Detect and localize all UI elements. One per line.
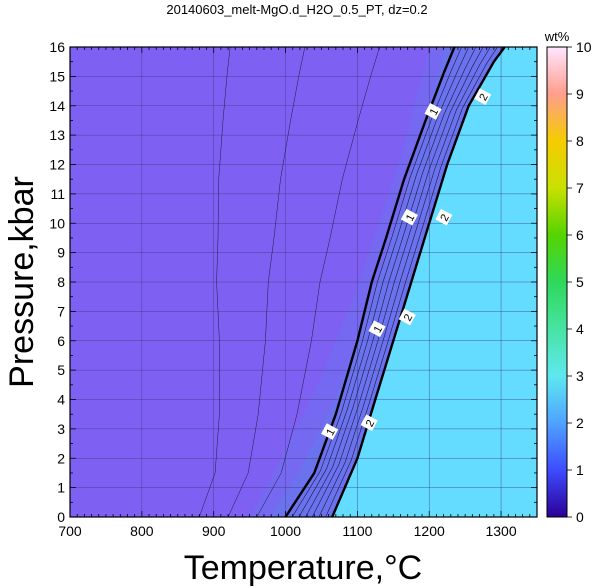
y-tick-label-14: 14	[49, 98, 65, 114]
colorbar-tick-label-7: 7	[576, 180, 584, 196]
y-tick-label-4: 4	[57, 392, 65, 408]
x-axis-label: Temperature,°C	[184, 549, 422, 587]
contour-line-1	[284, 47, 456, 517]
colorbar-tick-label-5: 5	[576, 274, 584, 290]
colorbar-label: wt%	[544, 29, 570, 44]
y-tick-label-6: 6	[57, 333, 65, 349]
contour-label-2-3: 2	[474, 88, 492, 106]
colorbar-ramp	[546, 46, 568, 518]
frame-ticks	[69, 46, 538, 518]
thin-contour-1	[291, 47, 462, 517]
thin-contour-2	[298, 47, 469, 517]
contour-labels: 1 1 1 1 2 2 2 2	[321, 88, 492, 440]
svg-text:1: 1	[324, 427, 337, 438]
thin-contour-6	[325, 47, 498, 517]
contour-label-1-0: 1	[321, 423, 339, 440]
y-tick-label-0: 0	[57, 509, 65, 525]
y-tick-label-11: 11	[50, 186, 65, 202]
contour-label-2-0: 2	[360, 414, 378, 432]
low-contour-2	[227, 47, 306, 517]
y-tick-label-5: 5	[57, 362, 65, 378]
x-tick-label-3: 1000	[270, 523, 301, 539]
colorbar: wt% 0 1 2 3 4 5 6 7 8 9 10	[544, 29, 592, 525]
y-tick-label-12: 12	[49, 157, 65, 173]
contour-label-1-1: 1	[368, 320, 386, 338]
low-contour-1	[256, 47, 380, 517]
chart-title: 20140603_melt-MgO.d_H2O_0.5_PT, dz=0.2	[166, 2, 427, 17]
y-tick-label-1: 1	[57, 480, 65, 496]
colorbar-tick-label-8: 8	[576, 133, 584, 149]
contour-label-2-2: 2	[435, 208, 453, 226]
svg-text:1: 1	[428, 107, 441, 118]
svg-text:2: 2	[402, 312, 415, 323]
contour-label-1-3: 1	[424, 103, 442, 120]
colorbar-tick-label-0: 0	[576, 509, 584, 525]
x-tick-label-0: 700	[58, 523, 82, 539]
colorbar-tick-label-9: 9	[576, 86, 584, 102]
svg-text:2: 2	[477, 92, 490, 103]
thin-contours	[199, 47, 498, 517]
y-tick-label-16: 16	[49, 39, 65, 55]
colorbar-tick-label-3: 3	[576, 368, 584, 384]
y-tick-label-15: 15	[49, 68, 65, 84]
y-tick-label-2: 2	[57, 450, 65, 466]
svg-text:1: 1	[372, 324, 385, 335]
contour-label-1-2: 1	[400, 208, 418, 226]
thin-contour-3	[305, 47, 477, 517]
y-tick-label-7: 7	[57, 303, 65, 319]
y-tick-label-3: 3	[57, 421, 65, 437]
x-tick-labels: 700 800 900 1000 1100 1200 1300	[58, 523, 517, 539]
x-tick-label-1: 800	[130, 523, 154, 539]
thin-contour-5	[318, 47, 491, 517]
colorbar-tick-label-2: 2	[576, 415, 584, 431]
colorbar-tick-label-1: 1	[576, 462, 584, 478]
svg-text:1: 1	[404, 212, 417, 223]
x-tick-label-5: 1200	[414, 523, 445, 539]
colorbar-tick-label-4: 4	[576, 321, 584, 337]
x-tick-label-6: 1300	[485, 523, 516, 539]
contour-line-2	[331, 47, 506, 517]
svg-text:2: 2	[438, 212, 451, 223]
colorbar-ticks: 0 1 2 3 4 5 6 7 8 9 10	[567, 39, 592, 525]
y-tick-label-13: 13	[49, 127, 65, 143]
x-tick-label-2: 900	[202, 523, 226, 539]
colorbar-tick-label-6: 6	[576, 227, 584, 243]
low-contour-3	[199, 47, 231, 517]
svg-text:2: 2	[364, 418, 377, 429]
y-tick-label-10: 10	[49, 215, 65, 231]
thin-contour-4	[311, 47, 484, 517]
colorbar-tick-label-10: 10	[576, 39, 592, 55]
y-axis-label: Pressure,kbar	[3, 176, 41, 388]
contour-lines	[284, 47, 506, 517]
x-tick-label-4: 1100	[342, 523, 372, 539]
y-tick-label-8: 8	[57, 274, 65, 290]
contour-label-2-1: 2	[398, 308, 416, 326]
y-tick-label-9: 9	[57, 245, 65, 261]
